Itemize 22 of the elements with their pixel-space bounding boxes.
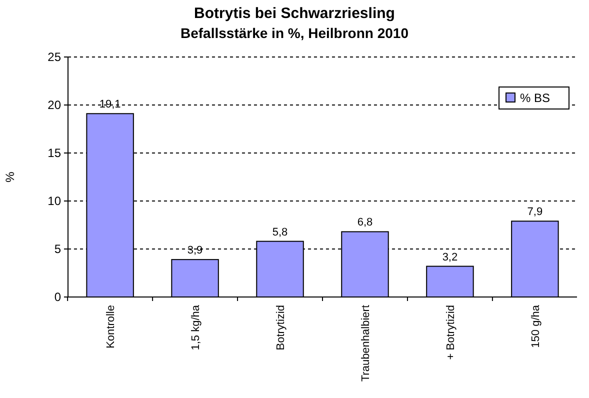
y-tick-label: 0 xyxy=(54,290,62,304)
x-tick-label: 150 g/ha xyxy=(530,304,542,348)
x-tick-label: Traubenhalbiert xyxy=(360,305,372,382)
text: 19,1 xyxy=(99,98,121,111)
x-tick-label: 1,5 kg/ha xyxy=(190,304,202,350)
y-axis-title: % xyxy=(3,171,17,182)
text: 3,2 xyxy=(442,251,458,264)
chart-subtitle: Befallsstärke in %, Heilbronn 2010 xyxy=(180,25,409,41)
y-tick-label: 20 xyxy=(48,98,62,112)
y-tick-label: 15 xyxy=(48,146,62,160)
text: 7,9 xyxy=(527,206,543,218)
y-tick-label: 5 xyxy=(54,242,62,256)
y-tick-label: 10 xyxy=(48,194,62,208)
text: 3,9 xyxy=(187,244,203,257)
legend-label: % BS xyxy=(520,91,550,106)
x-tick-label: Botrytizid xyxy=(274,305,287,350)
x-tick-label: Kontrolle xyxy=(104,305,117,348)
text: 5,8 xyxy=(272,226,288,238)
text: 6,8 xyxy=(357,216,373,229)
chart-title: Botrytis bei Schwarzriesling xyxy=(194,5,395,22)
x-tick-label: + Botrytizid xyxy=(444,305,457,360)
y-tick-label: 25 xyxy=(48,50,62,64)
